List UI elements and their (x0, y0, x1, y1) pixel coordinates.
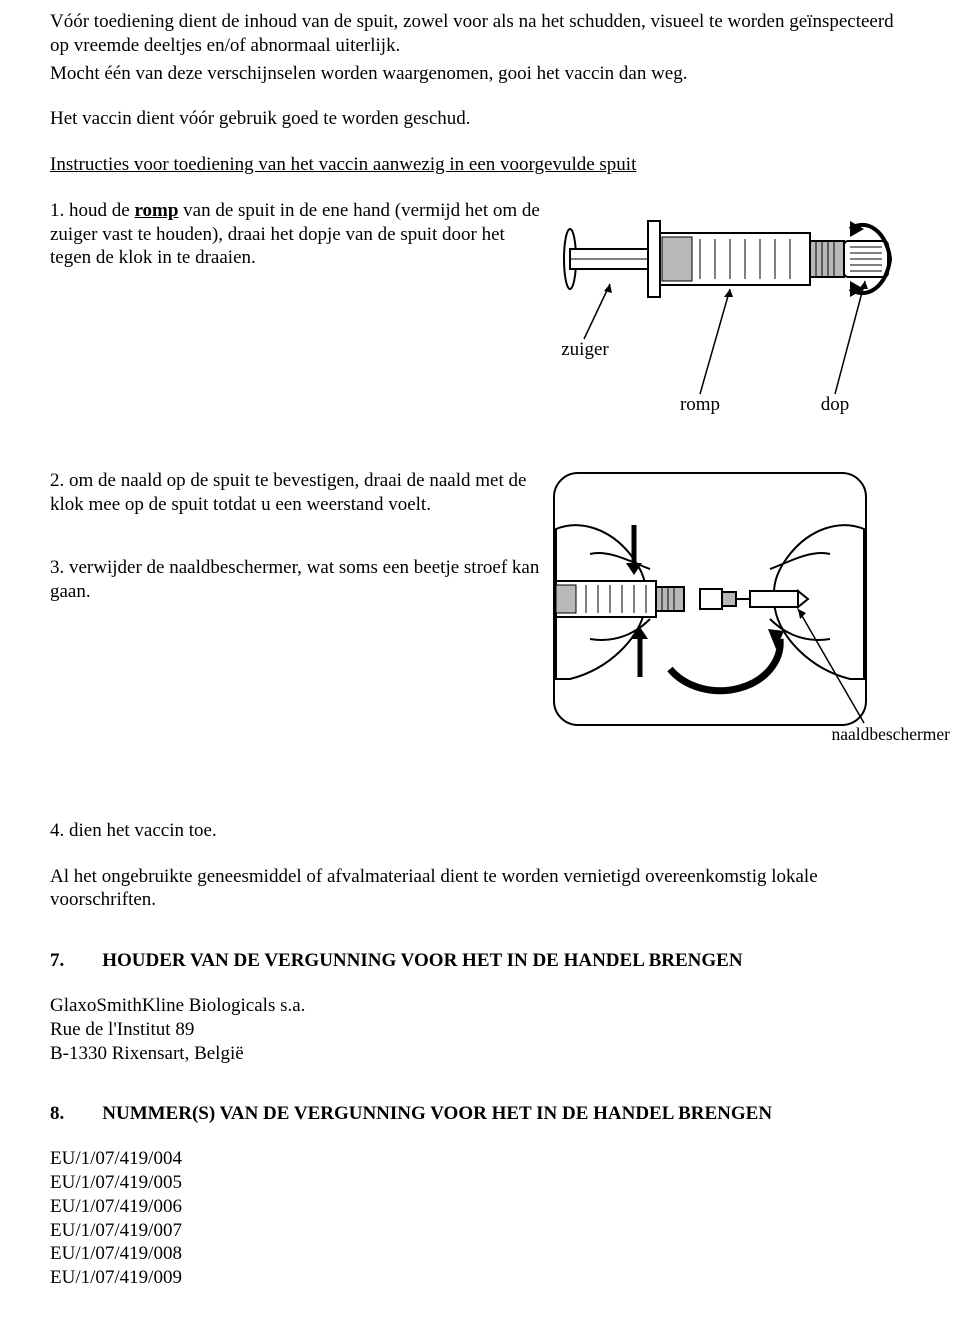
label-zuiger: zuiger (550, 339, 620, 361)
code-line: EU/1/07/419/007 (50, 1219, 910, 1243)
disposal-paragraph: Al het ongebruikte geneesmiddel of afval… (50, 865, 910, 913)
addr-line-2: Rue de l'Institut 89 (50, 1018, 910, 1042)
section-7-address: GlaxoSmithKline Biologicals s.a. Rue de … (50, 994, 910, 1065)
document-page: Vóór toediening dient de inhoud van de s… (0, 0, 960, 1320)
section-8-heading: 8. NUMMER(S) VAN DE VERGUNNING VOOR HET … (50, 1103, 910, 1125)
section-7-title: HOUDER VAN DE VERGUNNING VOOR HET IN DE … (102, 950, 742, 972)
code-line: EU/1/07/419/006 (50, 1195, 910, 1219)
step-1-pre: 1. houd de (50, 200, 134, 221)
addr-line-3: B-1330 Rixensart, België (50, 1042, 910, 1066)
intro-paragraph-2: Mocht één van deze verschijnselen worden… (50, 62, 910, 86)
step-1-row: 1. houd de romp van de spuit in de ene h… (50, 199, 910, 419)
step-4-paragraph: 4. dien het vaccin toe. (50, 819, 910, 843)
figure-2-wrap: naaldbeschermer (550, 469, 910, 769)
label-romp: romp (670, 394, 730, 416)
section-7-heading: 7. HOUDER VAN DE VERGUNNING VOOR HET IN … (50, 950, 910, 972)
label-dop: dop (810, 394, 860, 416)
step-3-paragraph: 3. verwijder de naaldbeschermer, wat som… (50, 556, 545, 604)
step-1-romp-word: romp (134, 200, 178, 221)
code-line: EU/1/07/419/009 (50, 1266, 910, 1290)
code-line: EU/1/07/419/005 (50, 1171, 910, 1195)
section-8-codes: EU/1/07/419/004 EU/1/07/419/005 EU/1/07/… (50, 1147, 910, 1290)
addr-line-1: GlaxoSmithKline Biologicals s.a. (50, 994, 910, 1018)
step-1-text: 1. houd de romp van de spuit in de ene h… (50, 199, 545, 274)
step-2-3-row: 2. om de naald op de spuit te bevestigen… (50, 469, 910, 769)
code-line: EU/1/07/419/004 (50, 1147, 910, 1171)
intro-paragraph-3: Het vaccin dient vóór gebruik goed te wo… (50, 107, 910, 131)
intro-paragraph-1: Vóór toediening dient de inhoud van de s… (50, 10, 910, 58)
code-line: EU/1/07/419/008 (50, 1242, 910, 1266)
label-naaldbeschermer: naaldbeschermer (831, 724, 950, 745)
section-8-number: 8. (50, 1103, 64, 1125)
section-7-number: 7. (50, 950, 64, 972)
step-1-paragraph: 1. houd de romp van de spuit in de ene h… (50, 199, 545, 270)
section-8-title: NUMMER(S) VAN DE VERGUNNING VOOR HET IN … (102, 1103, 772, 1125)
syringe-illustration (550, 199, 910, 419)
step-2-paragraph: 2. om de naald op de spuit te bevestigen… (50, 469, 545, 517)
step-2-3-text-col: 2. om de naald op de spuit te bevestigen… (50, 469, 545, 608)
figure-1-wrap: zuiger romp dop (550, 199, 910, 419)
instructions-title: Instructies voor toediening van het vacc… (50, 153, 910, 177)
